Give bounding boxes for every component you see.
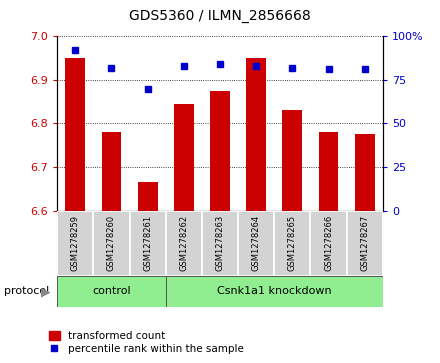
Bar [57,211,93,276]
Bar [202,211,238,276]
Text: GSM1278261: GSM1278261 [143,215,152,271]
Bar [238,211,274,276]
Text: GSM1278266: GSM1278266 [324,215,333,271]
Text: GSM1278267: GSM1278267 [360,215,369,271]
Bar [274,211,311,276]
Text: protocol: protocol [4,286,50,297]
Text: GSM1278265: GSM1278265 [288,215,297,271]
Bar [93,211,129,276]
Text: Csnk1a1 knockdown: Csnk1a1 knockdown [217,286,332,296]
Text: GSM1278264: GSM1278264 [252,215,260,271]
Bar [347,211,383,276]
Bar [311,211,347,276]
Text: GSM1278259: GSM1278259 [71,215,80,271]
Text: GDS5360 / ILMN_2856668: GDS5360 / ILMN_2856668 [129,9,311,23]
Bar [129,211,166,276]
Text: ▶: ▶ [41,285,51,298]
Text: GSM1278260: GSM1278260 [107,215,116,271]
Bar [57,276,166,307]
Bar [166,276,383,307]
Text: control: control [92,286,131,296]
Bar [246,58,266,211]
Bar [319,132,338,211]
Bar [66,58,85,211]
Bar [102,132,121,211]
Text: GSM1278263: GSM1278263 [216,215,224,271]
Bar [210,91,230,211]
Bar [138,182,158,211]
Text: GSM1278262: GSM1278262 [180,215,188,271]
Bar [355,134,375,211]
Bar [282,110,302,211]
Bar [166,211,202,276]
Legend: transformed count, percentile rank within the sample: transformed count, percentile rank withi… [49,331,244,354]
Bar [174,104,194,211]
